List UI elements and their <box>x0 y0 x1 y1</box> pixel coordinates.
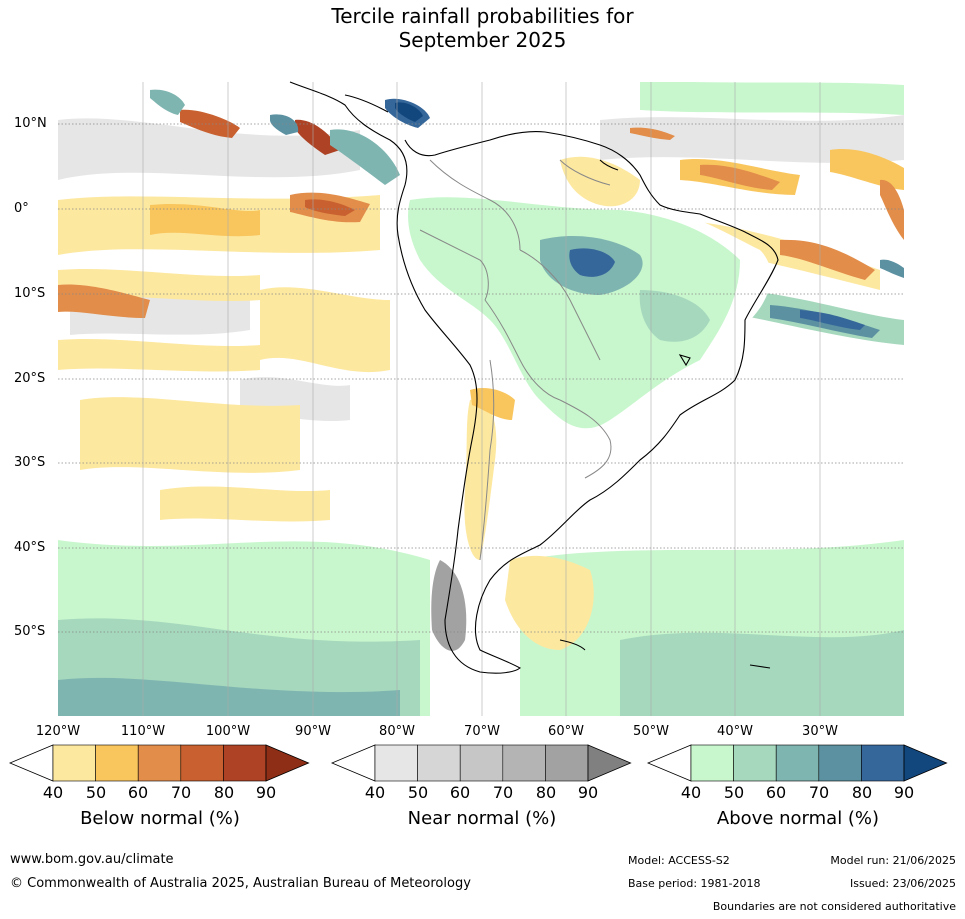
borders <box>419 159 612 561</box>
colorbar-min-extension <box>8 744 54 782</box>
lat-label: 30°S <box>14 455 46 470</box>
colorbar-bin <box>818 744 862 782</box>
colorbar-bin <box>95 744 139 782</box>
colorbar-tick: 90 <box>255 783 277 802</box>
colorbar-tick: 50 <box>407 783 429 802</box>
colorbar-tick: 50 <box>723 783 745 802</box>
footer-copyright: © Commonwealth of Australia 2025, Austra… <box>10 876 471 891</box>
colorbar-tick: 80 <box>213 783 235 802</box>
lon-label: 60°W <box>548 724 584 739</box>
lon-label: 120°W <box>35 724 81 739</box>
colorbar-bin <box>775 744 820 782</box>
above-normal-colorbar <box>646 744 948 782</box>
colorbar-tick: 60 <box>127 783 149 802</box>
lon-label: 30°W <box>802 724 838 739</box>
colorbar-tick: 40 <box>680 783 702 802</box>
lat-label: 10°N <box>14 116 47 131</box>
above-normal-label: Above normal (%) <box>716 808 880 829</box>
meridians <box>142 82 821 716</box>
colorbar-bin <box>459 744 504 782</box>
graticule <box>58 123 904 633</box>
lon-label: 80°W <box>379 724 415 739</box>
colorbar-tick: 50 <box>85 783 107 802</box>
footer-disclaimer: Boundaries are not considered authoritat… <box>712 900 956 913</box>
colorbar-bin <box>374 744 418 782</box>
footer-model: Model: ACCESS-S2 <box>628 854 730 867</box>
near-normal-label: Near normal (%) <box>407 808 557 829</box>
colorbar-tick: 40 <box>364 783 386 802</box>
coastline <box>289 81 779 674</box>
colorbar-tick: 90 <box>577 783 599 802</box>
colorbar-bin <box>417 744 461 782</box>
map-title: Tercile rainfall probabilities for Septe… <box>0 4 965 52</box>
colorbar-bin <box>545 744 589 782</box>
colorbar-bin <box>223 744 267 782</box>
footer-url[interactable]: www.bom.gov.au/climate <box>10 852 174 867</box>
colorbar-bin <box>690 744 734 782</box>
colorbar-tick: 70 <box>170 783 192 802</box>
footer-model-run: Model run: 21/06/2025 <box>830 854 956 867</box>
footer-base-period: Base period: 1981-2018 <box>628 877 761 890</box>
colorbar-max-extension <box>265 744 310 782</box>
lon-label: 70°W <box>464 724 500 739</box>
colorbar-tick: 90 <box>893 783 915 802</box>
lat-label: 10°S <box>14 286 46 301</box>
lat-label: 20°S <box>14 371 46 386</box>
lat-label: 0° <box>14 201 29 216</box>
lat-label: 50°S <box>14 624 46 639</box>
colorbar-tick: 60 <box>765 783 787 802</box>
colorbar-tick: 40 <box>42 783 64 802</box>
colorbar-bin <box>502 744 546 782</box>
near-normal-colorbar <box>330 744 632 782</box>
below-normal-label: Below normal (%) <box>80 808 240 829</box>
lon-label: 50°W <box>633 724 669 739</box>
colorbar-max-extension <box>587 744 632 782</box>
map-field <box>58 82 904 716</box>
colorbar-max-extension <box>903 744 948 782</box>
title-line-1: Tercile rainfall probabilities for <box>331 4 634 28</box>
lat-label: 40°S <box>14 540 46 555</box>
lon-label: 90°W <box>295 724 331 739</box>
colorbar-bin <box>180 744 224 782</box>
colorbar-tick: 60 <box>449 783 471 802</box>
colorbar-bin <box>861 744 905 782</box>
below-normal-colorbar <box>8 744 310 782</box>
footer-issued: Issued: 23/06/2025 <box>849 877 956 890</box>
lon-label: 40°W <box>717 724 753 739</box>
colorbar-bin <box>52 744 96 782</box>
colorbar-min-extension <box>330 744 376 782</box>
title-line-2: September 2025 <box>398 28 567 52</box>
colorbar-tick: 80 <box>535 783 557 802</box>
colorbar-tick: 70 <box>808 783 830 802</box>
rainfall-map <box>58 81 904 716</box>
lon-label: 100°W <box>205 724 251 739</box>
colorbar-tick: 70 <box>492 783 514 802</box>
colorbar-bin <box>733 744 777 782</box>
colorbar-tick: 80 <box>851 783 873 802</box>
colorbar-min-extension <box>646 744 692 782</box>
colorbar-bin <box>137 744 182 782</box>
lon-label: 110°W <box>120 724 166 739</box>
